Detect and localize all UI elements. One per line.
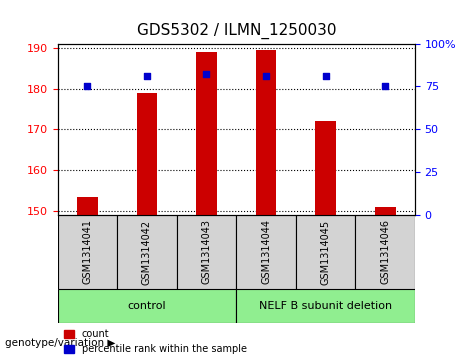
FancyBboxPatch shape: [296, 215, 355, 289]
Point: [203, 72, 210, 77]
Point: [322, 73, 329, 79]
Text: GSM1314041: GSM1314041: [83, 220, 92, 285]
Bar: [315, 121, 336, 215]
Text: GSM1314046: GSM1314046: [380, 220, 390, 285]
FancyBboxPatch shape: [58, 289, 236, 323]
Text: genotype/variation ▶: genotype/variation ▶: [5, 338, 115, 348]
Point: [262, 73, 270, 79]
Text: GSM1314045: GSM1314045: [320, 219, 331, 285]
Point: [143, 73, 151, 79]
Text: GSM1314042: GSM1314042: [142, 219, 152, 285]
Bar: [77, 197, 98, 215]
FancyBboxPatch shape: [236, 215, 296, 289]
Bar: [196, 52, 217, 215]
Legend: count, percentile rank within the sample: count, percentile rank within the sample: [60, 326, 250, 358]
FancyBboxPatch shape: [236, 289, 415, 323]
FancyBboxPatch shape: [58, 215, 117, 289]
FancyBboxPatch shape: [117, 215, 177, 289]
Text: control: control: [128, 301, 166, 311]
FancyBboxPatch shape: [177, 215, 236, 289]
Bar: [375, 207, 396, 215]
Point: [84, 83, 91, 89]
Bar: [136, 93, 157, 215]
Text: GSM1314043: GSM1314043: [201, 220, 212, 285]
Title: GDS5302 / ILMN_1250030: GDS5302 / ILMN_1250030: [136, 23, 336, 40]
Bar: [255, 50, 277, 215]
Text: NELF B subunit deletion: NELF B subunit deletion: [259, 301, 392, 311]
Text: GSM1314044: GSM1314044: [261, 220, 271, 285]
FancyBboxPatch shape: [355, 215, 415, 289]
Point: [381, 83, 389, 89]
